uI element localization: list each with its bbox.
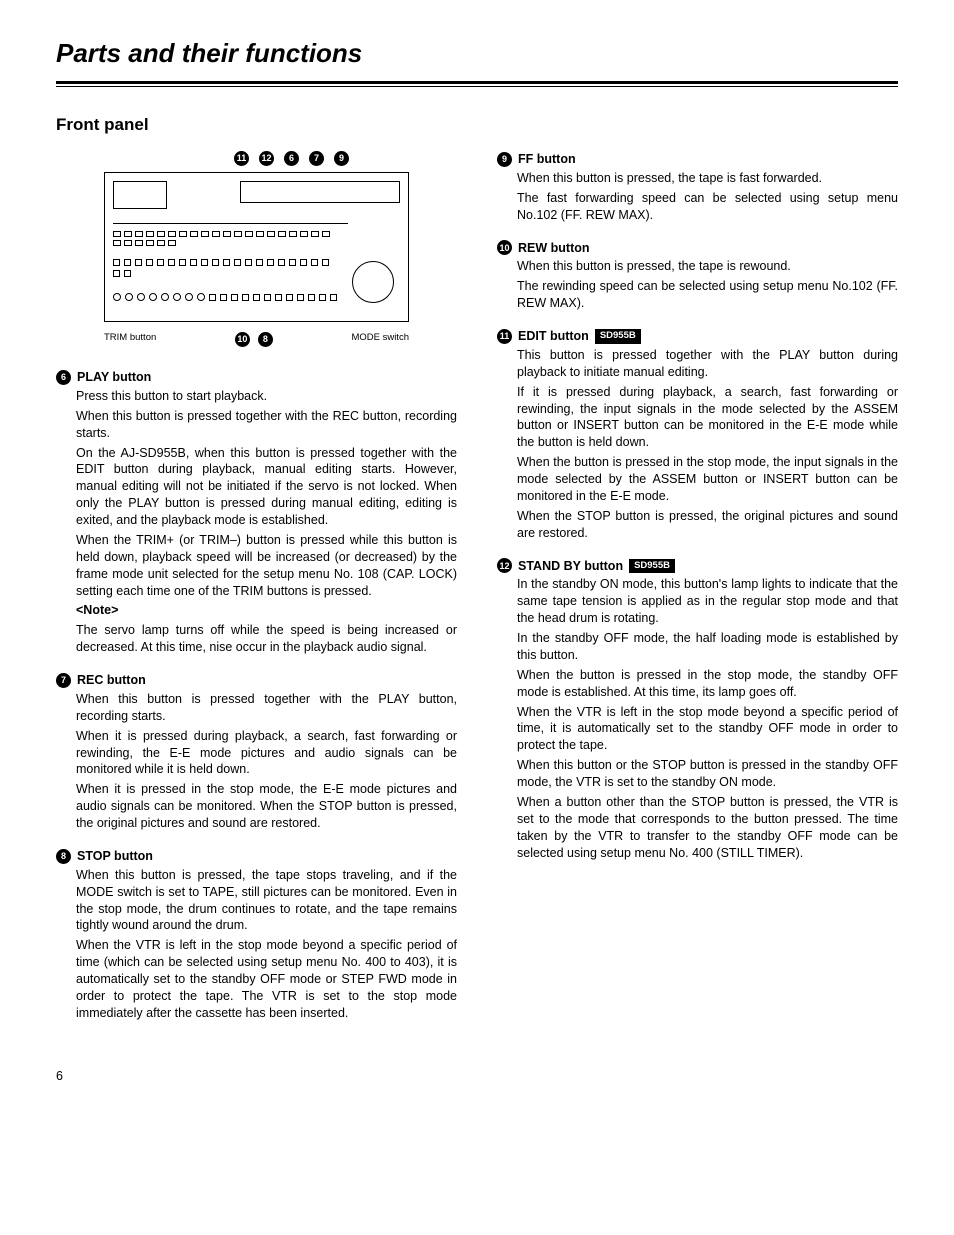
callout-11: 11 <box>234 151 249 166</box>
item-body: When this button is pressed, the tape is… <box>497 258 898 312</box>
item-10: 10 REW buttonWhen this button is pressed,… <box>497 240 898 313</box>
item-paragraph: The fast forwarding speed can be selecte… <box>517 190 898 224</box>
item-paragraph: When this button or the STOP button is p… <box>517 757 898 791</box>
item-paragraph: When the button is pressed in the stop m… <box>517 454 898 505</box>
item-title: STOP button <box>77 848 153 865</box>
item-paragraph: When the button is pressed in the stop m… <box>517 667 898 701</box>
page-number: 6 <box>56 1068 898 1085</box>
item-paragraph: When it is pressed during playback, a se… <box>76 728 457 779</box>
callout-8: 8 <box>258 332 273 347</box>
model-badge: SD955B <box>629 559 675 574</box>
item-paragraph: On the AJ-SD955B, when this button is pr… <box>76 445 457 529</box>
item-body: Press this button to start playback. When… <box>56 388 457 656</box>
item-body: This button is pressed together with the… <box>497 347 898 542</box>
item-paragraph: When the TRIM+ (or TRIM–) button is pres… <box>76 532 457 600</box>
callout-7: 7 <box>309 151 324 166</box>
front-panel-diagram: 11 12 679 TRIM button 10 8 MODE switch <box>56 151 457 347</box>
page-title: Parts and their functions <box>56 36 898 84</box>
item-title: REC button <box>77 672 146 689</box>
mode-switch-label: MODE switch <box>351 332 409 347</box>
note-label: <Note> <box>76 602 457 619</box>
callout-10: 10 <box>235 332 250 347</box>
item-title: FF button <box>518 151 576 168</box>
model-badge: SD955B <box>595 329 641 344</box>
item-6: 6 PLAY button Press this button to start p… <box>56 369 457 656</box>
item-title: STAND BY button <box>518 558 623 575</box>
item-paragraph: In the standby ON mode, this button's la… <box>517 576 898 627</box>
trim-button-label: TRIM button <box>104 332 156 347</box>
item-number-icon: 12 <box>497 558 512 573</box>
item-number-icon: 10 <box>497 240 512 255</box>
item-number-icon: 7 <box>56 673 71 688</box>
item-paragraph: When this button is pressed, the tape st… <box>76 867 457 935</box>
item-title: EDIT button <box>518 328 589 345</box>
right-column: 9 FF button When this button is pressed, t… <box>497 151 898 877</box>
diagram-bottom-labels: TRIM button 10 8 MODE switch <box>104 332 409 347</box>
item-8: 8 STOP button When this button is pressed,… <box>56 848 457 1022</box>
item-paragraph: When the STOP button is pressed, the ori… <box>517 508 898 542</box>
item-7: 7 REC button When this button is pressed t… <box>56 672 457 832</box>
item-body: In the standby ON mode, this button's la… <box>497 576 898 861</box>
item-paragraph: When this button is pressed, the tape is… <box>517 258 898 275</box>
note-text: The servo lamp turns off while the speed… <box>76 622 457 656</box>
item-paragraph: If it is pressed during playback, a sear… <box>517 384 898 452</box>
item-paragraph: When the VTR is left in the stop mode be… <box>76 937 457 1021</box>
item-paragraph: When this button is pressed together wit… <box>76 408 457 442</box>
item-paragraph: The rewinding speed can be selected usin… <box>517 278 898 312</box>
left-column: 1112679 TRIM button 108 MODE switch 6PLA… <box>56 151 457 1038</box>
item-9: 9 FF button When this button is pressed, t… <box>497 151 898 224</box>
item-paragraph: When it is pressed in the stop mode, the… <box>76 781 457 832</box>
item-12: 12 STAND BY button SD955B In the standby ON… <box>497 558 898 862</box>
item-title: PLAY button <box>77 369 151 386</box>
item-body: When this button is pressed, the tape is… <box>497 170 898 224</box>
item-11: 11 EDIT button SD955B This button is presse… <box>497 328 898 542</box>
item-paragraph: When a button other than the STOP button… <box>517 794 898 862</box>
item-paragraph: When the VTR is left in the stop mode be… <box>517 704 898 755</box>
item-number-icon: 6 <box>56 370 71 385</box>
device-outline <box>104 172 409 322</box>
item-body: When this button is pressed, the tape st… <box>56 867 457 1022</box>
item-number-icon: 8 <box>56 849 71 864</box>
item-paragraph: In the standby OFF mode, the half loadin… <box>517 630 898 664</box>
item-number-icon: 9 <box>497 152 512 167</box>
section-heading: Front panel <box>56 114 898 137</box>
item-number-icon: 11 <box>497 329 512 344</box>
item-paragraph: When this button is pressed, the tape is… <box>517 170 898 187</box>
item-paragraph: Press this button to start playback. <box>76 388 457 405</box>
item-paragraph: This button is pressed together with the… <box>517 347 898 381</box>
callout-9: 9 <box>334 151 349 166</box>
callout-12: 12 <box>259 151 274 166</box>
item-title: REW button <box>518 240 590 257</box>
content-columns: 1112679 TRIM button 108 MODE switch 6PLA… <box>56 151 898 1038</box>
item-body: When this button is pressed together wit… <box>56 691 457 832</box>
item-paragraph: When this button is pressed together wit… <box>76 691 457 725</box>
callout-6: 6 <box>284 151 299 166</box>
